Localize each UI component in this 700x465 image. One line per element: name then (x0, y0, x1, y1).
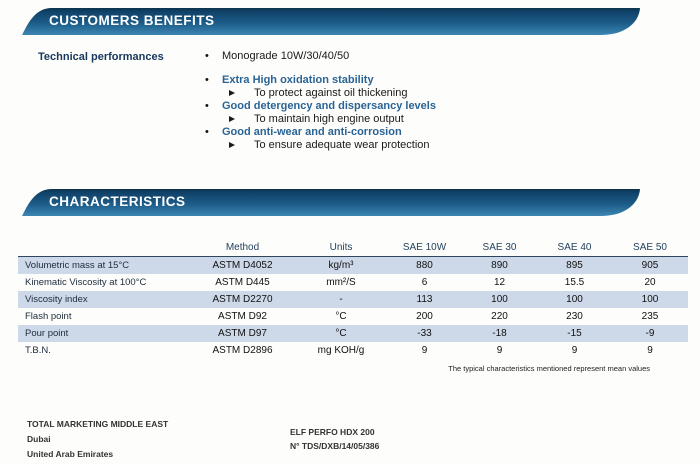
sub-bullet-item: To ensure adequate wear protection (205, 139, 545, 152)
row-label: Kinematic Viscosity at 100°C (25, 277, 147, 288)
sub-bullet-text: To ensure adequate wear protection (254, 139, 430, 151)
sub-bullet-text: To protect against oil thickening (254, 87, 408, 99)
bullet-spacer (205, 63, 545, 74)
bullet-item: • Good detergency and dispersancy levels (205, 100, 545, 113)
table-row: Flash point ASTM D92 °C 200 220 230 235 (18, 308, 688, 325)
row-value: 6 (421, 277, 428, 288)
row-method: ASTM D2896 (212, 345, 273, 356)
footer-product-block: ELF PERFO HDX 200 N° TDS/DXB/14/05/386 (290, 425, 379, 453)
arrow-bullet-icon (229, 142, 241, 148)
bullet-item: • Extra High oxidation stability (205, 74, 545, 87)
row-value: 235 (641, 311, 659, 322)
row-value: -33 (417, 328, 432, 339)
typical-values-note: The typical characteristics mentioned re… (448, 364, 650, 373)
sub-bullet-text: To maintain high engine output (254, 113, 404, 125)
row-value: 9 (496, 345, 503, 356)
table-row: Volumetric mass at 15°C ASTM D4052 kg/m³… (18, 256, 688, 274)
row-value: -18 (492, 328, 507, 339)
arrow-bullet-icon (229, 116, 241, 122)
footer-company-name: TOTAL MARKETING MIDDLE EAST (27, 419, 169, 429)
table-row: Pour point ASTM D97 °C -33 -18 -15 -9 (18, 325, 688, 342)
bullet-icon: • (205, 100, 209, 112)
footer-document-reference: N° TDS/DXB/14/05/386 (290, 441, 380, 451)
row-value: 9 (421, 345, 428, 356)
row-value: 100 (641, 294, 659, 305)
row-value: 905 (612, 256, 688, 274)
sub-bullet-item: To maintain high engine output (205, 113, 545, 126)
row-units: mm²/S (326, 277, 356, 288)
sub-bullet-item: To protect against oil thickening (205, 87, 545, 100)
bullet-heading: Extra High oxidation stability (222, 74, 374, 86)
row-value: 9 (647, 345, 653, 356)
benefits-section-title: CUSTOMERS BENEFITS (49, 13, 215, 28)
table-header-units: Units (329, 242, 353, 253)
row-units: °C (335, 328, 347, 339)
banner-swoosh-shape (22, 8, 640, 35)
bullet-icon: • (205, 126, 209, 138)
table-header-sae40: SAE 40 (557, 242, 592, 253)
footer-company-block: TOTAL MARKETING MIDDLE EAST Dubai United… (27, 417, 168, 462)
characteristics-section-banner: CHARACTERISTICS (22, 189, 640, 216)
bullet-icon: • (205, 50, 209, 62)
row-value: -9 (645, 328, 655, 339)
characteristics-section-title: CHARACTERISTICS (49, 194, 186, 209)
bullet-heading: Good detergency and dispersancy levels (222, 100, 436, 112)
characteristics-table: Method Units SAE 10W SAE 30 SAE 40 SAE 5… (18, 239, 688, 359)
bullet-icon: • (205, 74, 209, 86)
row-method: ASTM D2270 (212, 294, 273, 305)
row-method: ASTM D92 (218, 311, 267, 322)
table-header-sae10w: SAE 10W (402, 242, 447, 253)
benefits-bullet-list: • Monograde 10W/30/40/50 • Extra High ox… (205, 50, 545, 152)
table-header-method: Method (225, 242, 260, 253)
bullet-item: • Good anti-wear and anti-corrosion (205, 126, 545, 139)
footer-company-city: Dubai (27, 434, 51, 444)
row-units: °C (335, 311, 347, 322)
bullet-heading: Good anti-wear and anti-corrosion (222, 126, 402, 138)
row-units: mg KOH/g (317, 345, 365, 356)
table-header-empty (18, 239, 190, 257)
row-value: 890 (462, 256, 537, 274)
benefits-section-banner: CUSTOMERS BENEFITS (22, 8, 640, 35)
row-value: -15 (567, 328, 582, 339)
arrow-bullet-icon (229, 90, 241, 96)
row-value: 20 (644, 277, 656, 288)
table-header-row: Method Units SAE 10W SAE 30 SAE 40 SAE 5… (18, 239, 688, 257)
row-method: ASTM D97 (218, 328, 267, 339)
row-method: ASTM D445 (215, 277, 270, 288)
table-header-sae30: SAE 30 (482, 242, 517, 253)
bullet-item: • Monograde 10W/30/40/50 (205, 50, 545, 63)
row-value: 15.5 (564, 277, 585, 288)
table-row: Viscosity index ASTM D2270 - 113 100 100… (18, 291, 688, 308)
row-label: Volumetric mass at 15°C (18, 256, 190, 274)
row-value: 100 (491, 294, 508, 305)
row-label: T.B.N. (25, 345, 51, 356)
row-value: 880 (387, 256, 462, 274)
row-value: 220 (491, 311, 508, 322)
bullet-text: Monograde 10W/30/40/50 (222, 50, 350, 62)
row-label: Flash point (25, 311, 72, 322)
row-value: 9 (571, 345, 578, 356)
table-row: T.B.N. ASTM D2896 mg KOH/g 9 9 9 9 (18, 342, 688, 359)
row-value: 895 (537, 256, 612, 274)
table-row: Kinematic Viscosity at 100°C ASTM D445 m… (18, 274, 688, 291)
footer-product-name: ELF PERFO HDX 200 (290, 427, 375, 437)
banner-swoosh-shape (22, 189, 640, 216)
row-value: 200 (416, 311, 433, 322)
technical-performances-label: Technical performances (38, 51, 164, 63)
row-label: Pour point (25, 328, 69, 339)
row-units: - (339, 294, 343, 305)
row-value: 230 (566, 311, 583, 322)
row-value: 12 (493, 277, 506, 288)
footer-company-country: United Arab Emirates (27, 449, 114, 459)
row-label: Viscosity index (25, 294, 88, 305)
table-header-sae50: SAE 50 (633, 242, 667, 253)
row-value: 100 (566, 294, 583, 305)
row-units: kg/m³ (295, 256, 387, 274)
row-method: ASTM D4052 (190, 256, 295, 274)
row-value: 113 (416, 294, 433, 305)
